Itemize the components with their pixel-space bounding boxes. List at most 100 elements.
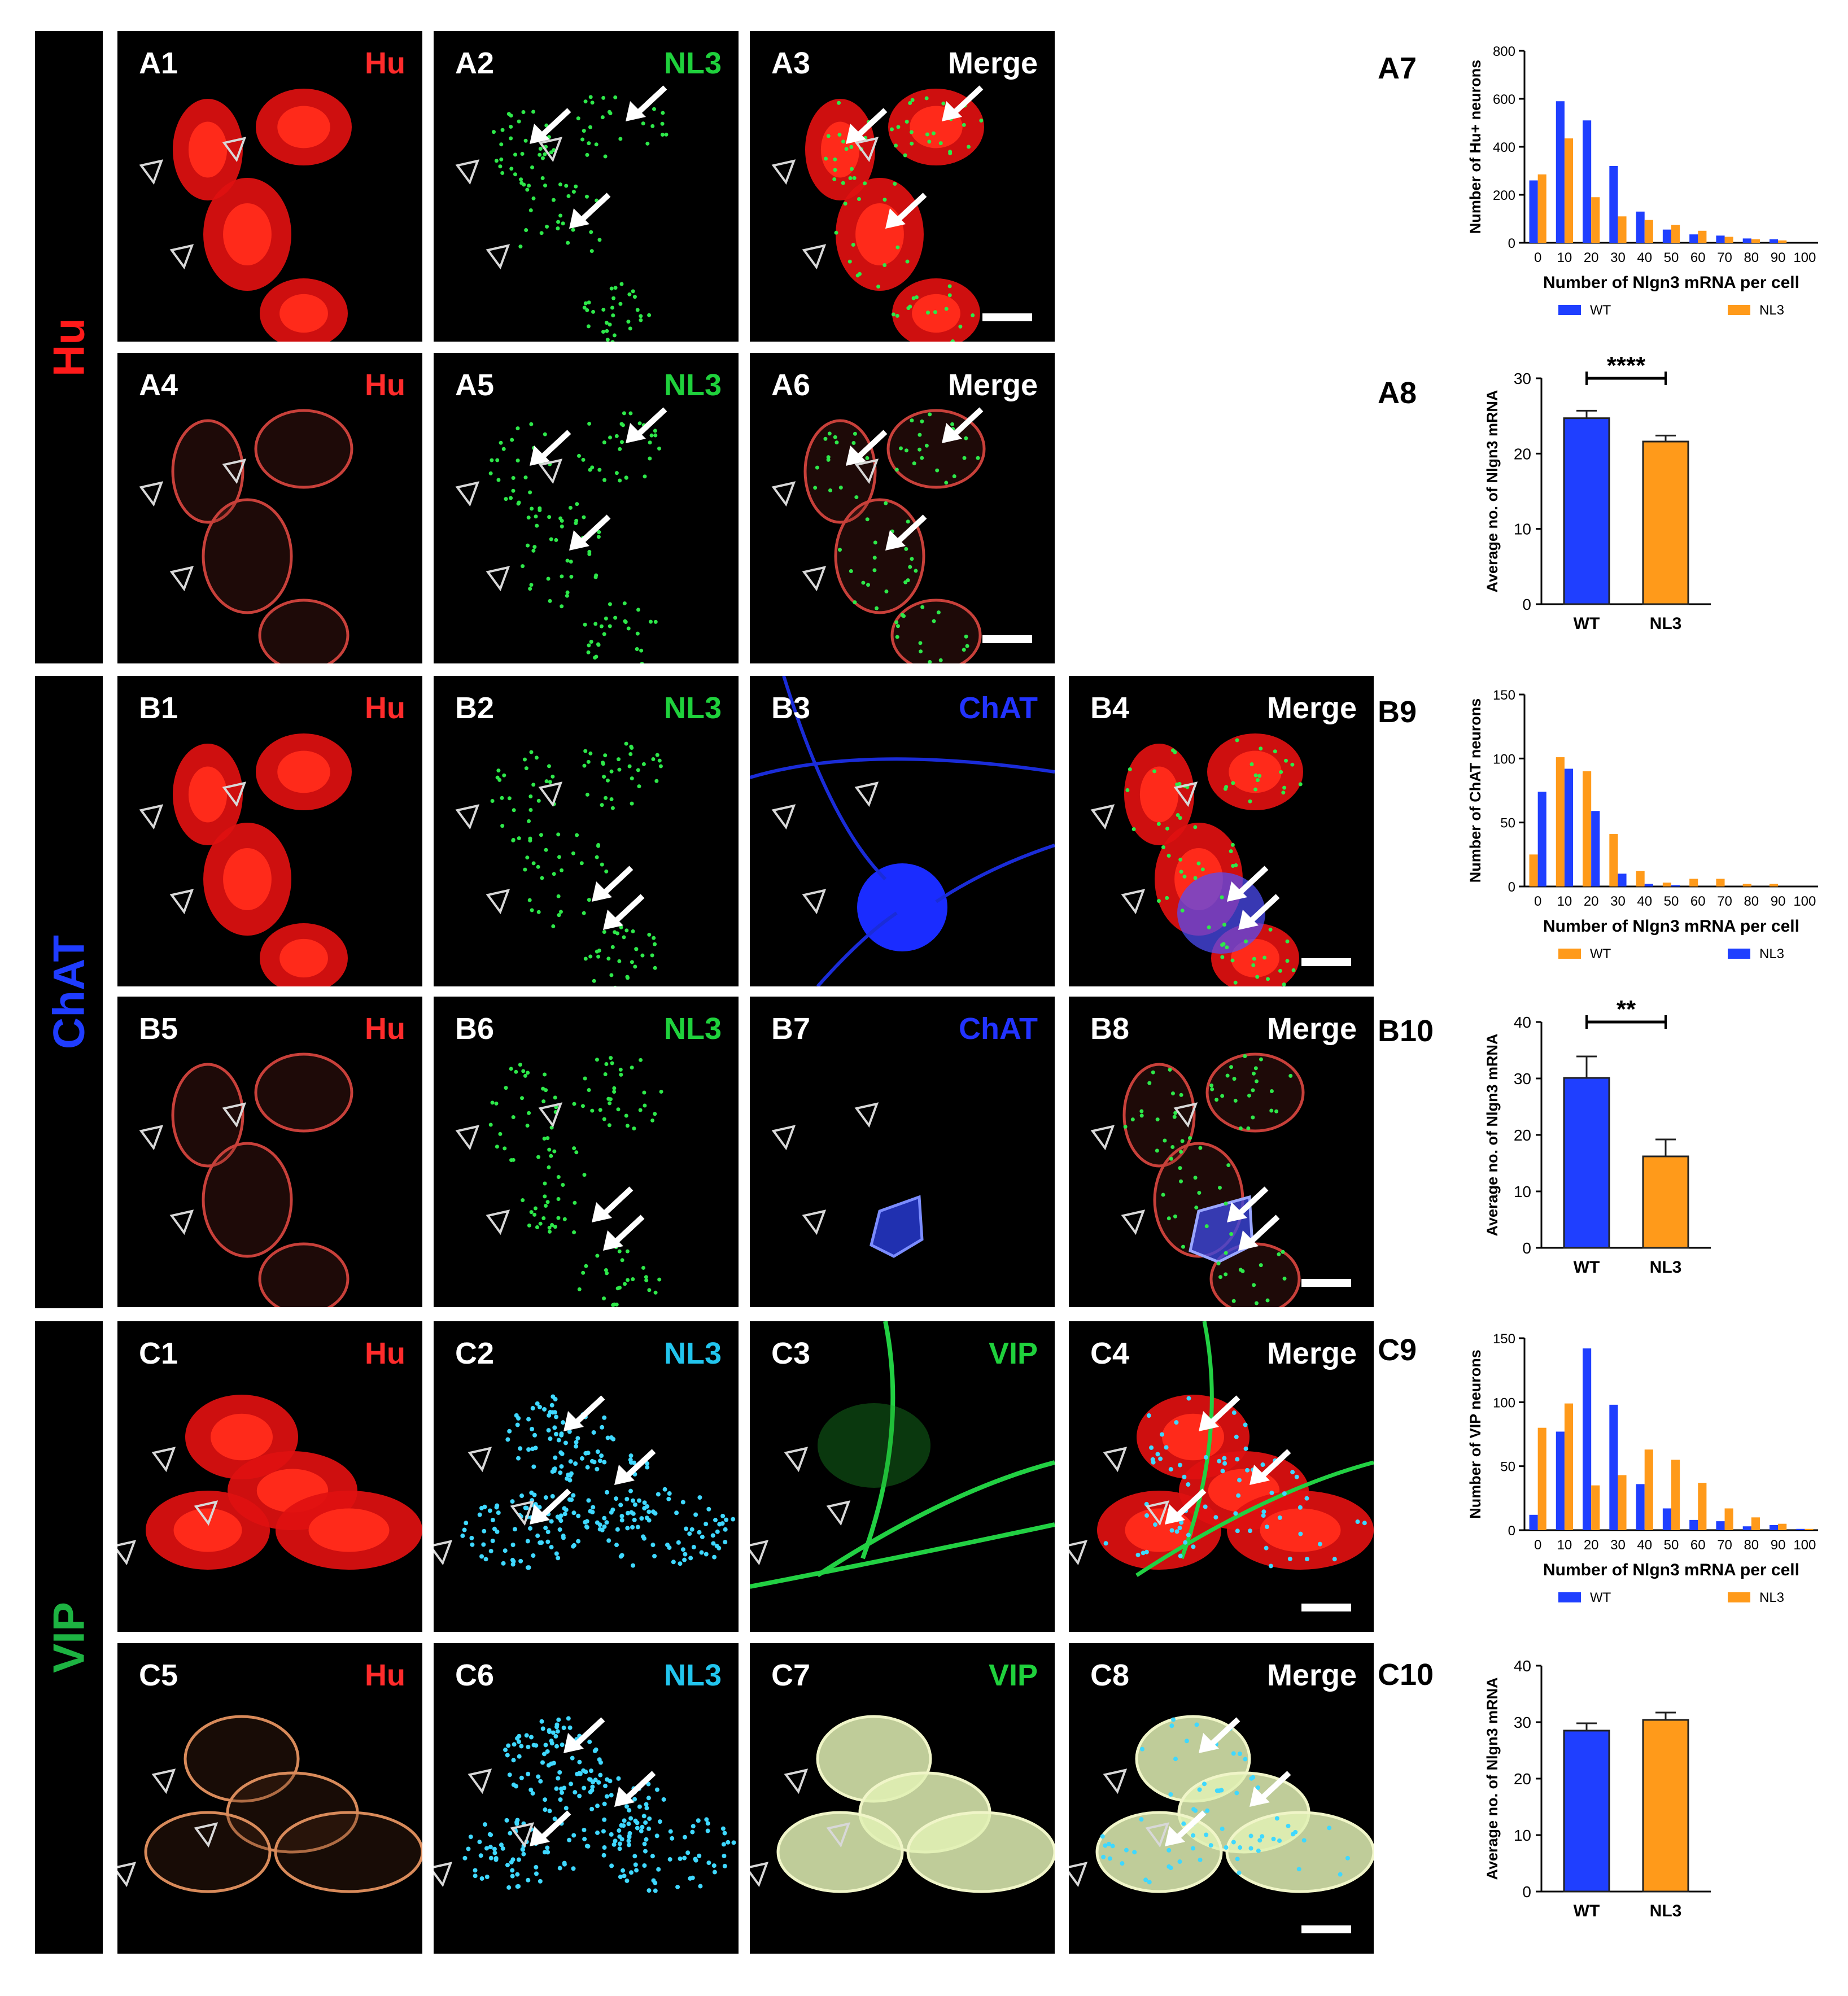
channel-label: NL3 <box>663 691 722 725</box>
x-tick-label: 100 <box>1793 894 1816 909</box>
y-tick-label: 50 <box>1500 816 1515 831</box>
y-tick-label: 0 <box>1508 236 1515 251</box>
channel-label: Hu <box>365 368 405 402</box>
x-tick-label: WT <box>1574 614 1600 633</box>
x-axis-label: Number of Nlgn3 mRNA per cell <box>1543 273 1799 292</box>
x-tick-label: 30 <box>1610 894 1626 909</box>
bar-nl3-90 <box>1778 240 1787 243</box>
x-tick-label: 20 <box>1584 1538 1599 1553</box>
micrograph-panel-b4: B4 Merge <box>1069 676 1374 986</box>
x-tick-label: 80 <box>1744 1538 1759 1553</box>
scale-bar <box>1301 1925 1351 1933</box>
bar-wt-70 <box>1716 1521 1725 1530</box>
y-tick-label: 30 <box>1514 1070 1531 1087</box>
bar-nl3-10 <box>1564 1403 1574 1530</box>
channel-label: Merge <box>947 46 1038 80</box>
scale-bar <box>982 635 1032 643</box>
x-tick-label: 0 <box>1534 1538 1541 1553</box>
bar-wt-60 <box>1689 1519 1698 1530</box>
x-tick-label: 90 <box>1771 250 1786 265</box>
panel-label: C1 <box>139 1337 178 1370</box>
micrograph-panel-a2: A2 NL3 <box>434 31 739 342</box>
channel-label: Merge <box>1266 1337 1357 1370</box>
channel-label: ChAT <box>959 691 1038 725</box>
bar-wt-60 <box>1689 879 1698 886</box>
bar-nl3 <box>1642 1719 1689 1893</box>
micrograph-panel-c4: C4 Merge <box>1069 1321 1374 1632</box>
micrograph-panel-c6: C6 NL3 <box>434 1643 739 1954</box>
panel-label: C6 <box>455 1658 495 1692</box>
micrograph-panel-a6: A6 Merge <box>750 353 1055 663</box>
y-axis-label: Average no. of Nlgn3 mRNA <box>1484 390 1501 592</box>
y-axis-label: Number of Hu+ neurons <box>1467 60 1484 234</box>
channel-label: Hu <box>365 1658 405 1692</box>
bar-nl3-20 <box>1591 811 1600 886</box>
x-tick-label: 20 <box>1584 250 1599 265</box>
x-tick-label: 60 <box>1690 1538 1706 1553</box>
panel-label: A5 <box>455 368 495 402</box>
chart-a7-histogram: 0 200 400 600 800 0 10 20 30 40 50 60 70 80 90 100 Numbe… <box>1467 44 1818 318</box>
panel-label: B8 <box>1090 1012 1130 1046</box>
channel-label: Merge <box>1266 691 1357 725</box>
channel-label: Merge <box>947 368 1038 402</box>
channel-label: Hu <box>365 691 405 725</box>
panel-label: B3 <box>771 691 811 725</box>
y-axis-label: Average no. of Nlgn3 mRNA <box>1484 1033 1501 1236</box>
panel-label: C8 <box>1090 1658 1130 1692</box>
micrograph-panel-c7: C7 VIP <box>750 1643 1055 1954</box>
micrograph-panel-b8: B8 Merge <box>1069 997 1374 1307</box>
y-tick-label: 20 <box>1514 1770 1531 1788</box>
x-tick-label: 50 <box>1664 1538 1679 1553</box>
legend-swatch <box>1558 305 1581 315</box>
bar-wt <box>1563 1729 1610 1893</box>
micrograph-panel-a1: A1 Hu <box>117 31 422 342</box>
bar-wt-30 <box>1609 166 1618 243</box>
channel-label: VIP <box>988 1658 1038 1692</box>
panel-label: C5 <box>139 1658 178 1692</box>
row-label-hu: Hu <box>35 31 103 663</box>
channel-label: Merge <box>1266 1658 1357 1692</box>
channel-label: Merge <box>1266 1012 1357 1046</box>
legend-swatch <box>1728 949 1750 959</box>
y-tick-label: 0 <box>1522 596 1531 613</box>
bar-wt-80 <box>1742 238 1751 243</box>
panel-label: C2 <box>455 1337 495 1370</box>
x-tick-label: 10 <box>1557 1538 1572 1553</box>
y-tick-label: 0 <box>1508 880 1515 895</box>
bar-nl3-10 <box>1564 768 1574 886</box>
bar-wt-90 <box>1769 239 1779 243</box>
micrograph-panel-c2: C2 NL3 <box>434 1321 739 1632</box>
scale-bar <box>1301 958 1351 966</box>
y-tick-label: 20 <box>1514 445 1531 462</box>
panel-label: B4 <box>1090 691 1130 725</box>
y-axis-label: Average no. of Nlgn3 mRNA <box>1484 1677 1501 1880</box>
bar-nl3-0 <box>1537 1427 1546 1530</box>
row-label-vip: VIP <box>35 1321 103 1954</box>
channel-label: NL3 <box>663 368 722 402</box>
micrograph-panel-b3: B3 ChAT <box>750 676 1055 986</box>
y-tick-label: 400 <box>1493 140 1515 155</box>
panel-label: A1 <box>139 46 178 80</box>
micrograph-panel-c1: C1 Hu <box>117 1321 422 1632</box>
significance-marker: ** <box>1617 995 1636 1023</box>
x-tick-label: 20 <box>1584 894 1599 909</box>
y-axis-label: Number of VIP neurons <box>1467 1349 1484 1519</box>
y-tick-label: 800 <box>1493 44 1515 59</box>
legend-label: WT <box>1590 303 1611 318</box>
bar-nl3-70 <box>1724 1508 1733 1530</box>
bar-nl3-60 <box>1698 230 1707 243</box>
channel-label: NL3 <box>663 1337 722 1370</box>
graph-label-c9: C9 <box>1378 1333 1417 1367</box>
micrograph-panel-a4: A4 Hu <box>117 353 422 663</box>
graph-label-b9: B9 <box>1378 695 1417 729</box>
legend-swatch <box>1728 305 1750 315</box>
graph-label-a8: A8 <box>1378 376 1417 410</box>
row-label-chat: ChAT <box>35 676 103 1308</box>
bar-wt-0 <box>1529 1514 1538 1530</box>
x-tick-label: NL3 <box>1650 1258 1682 1277</box>
x-tick-label: WT <box>1574 1258 1600 1277</box>
x-tick-label: 70 <box>1717 1538 1732 1553</box>
panel-label: B6 <box>455 1012 495 1046</box>
y-tick-label: 150 <box>1493 1331 1515 1347</box>
bar-wt-10 <box>1556 757 1565 886</box>
